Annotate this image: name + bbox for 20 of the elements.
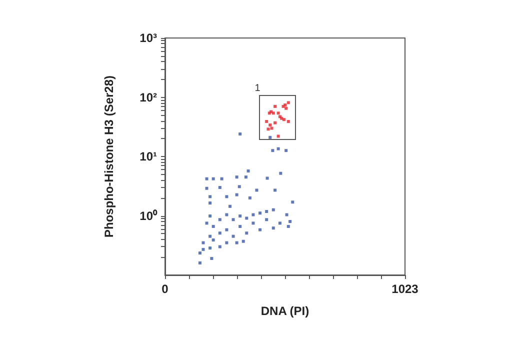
x-tick-label: 1023 — [392, 282, 419, 296]
point — [276, 134, 280, 138]
y-tick-label: 10¹ — [140, 150, 158, 164]
y-axis-title: Phospho-Histone H3 (Ser28) — [102, 75, 116, 238]
y-tick-label: 10⁰ — [140, 208, 158, 223]
point — [266, 128, 270, 131]
x-axis-title: DNA (PI) — [260, 304, 310, 318]
point — [286, 101, 290, 104]
point — [274, 104, 277, 108]
point — [276, 112, 280, 115]
annotation: 1 — [254, 83, 261, 94]
y-tick-label: 10² — [140, 90, 158, 104]
point — [270, 126, 274, 130]
point — [284, 106, 288, 110]
x-tick-label: 0 — [162, 282, 169, 296]
point — [268, 124, 272, 127]
point — [286, 120, 290, 123]
point — [274, 121, 277, 124]
y-tick-label: 10³ — [140, 31, 158, 45]
point — [265, 120, 268, 123]
